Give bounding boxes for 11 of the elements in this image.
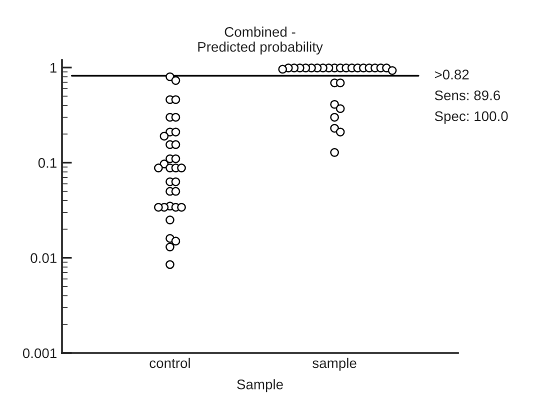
y-tick-label: 0.01 [30, 253, 56, 264]
x-tick-label: control [150, 358, 190, 368]
x-axis-title: Sample [237, 379, 283, 392]
annotation: Spec: 100.0 [434, 111, 508, 124]
y-tick-label: 1 [50, 63, 56, 73]
annotation: Sens: 89.6 [434, 90, 500, 100]
chart-title: Combined - Predicted probability [198, 26, 323, 55]
ref-line-label: >0.82 [434, 70, 469, 80]
x-tick-label: sample [312, 358, 356, 371]
y-tick-label: 0.1 [38, 158, 56, 168]
y-tick-label: 0.001 [22, 348, 56, 358]
